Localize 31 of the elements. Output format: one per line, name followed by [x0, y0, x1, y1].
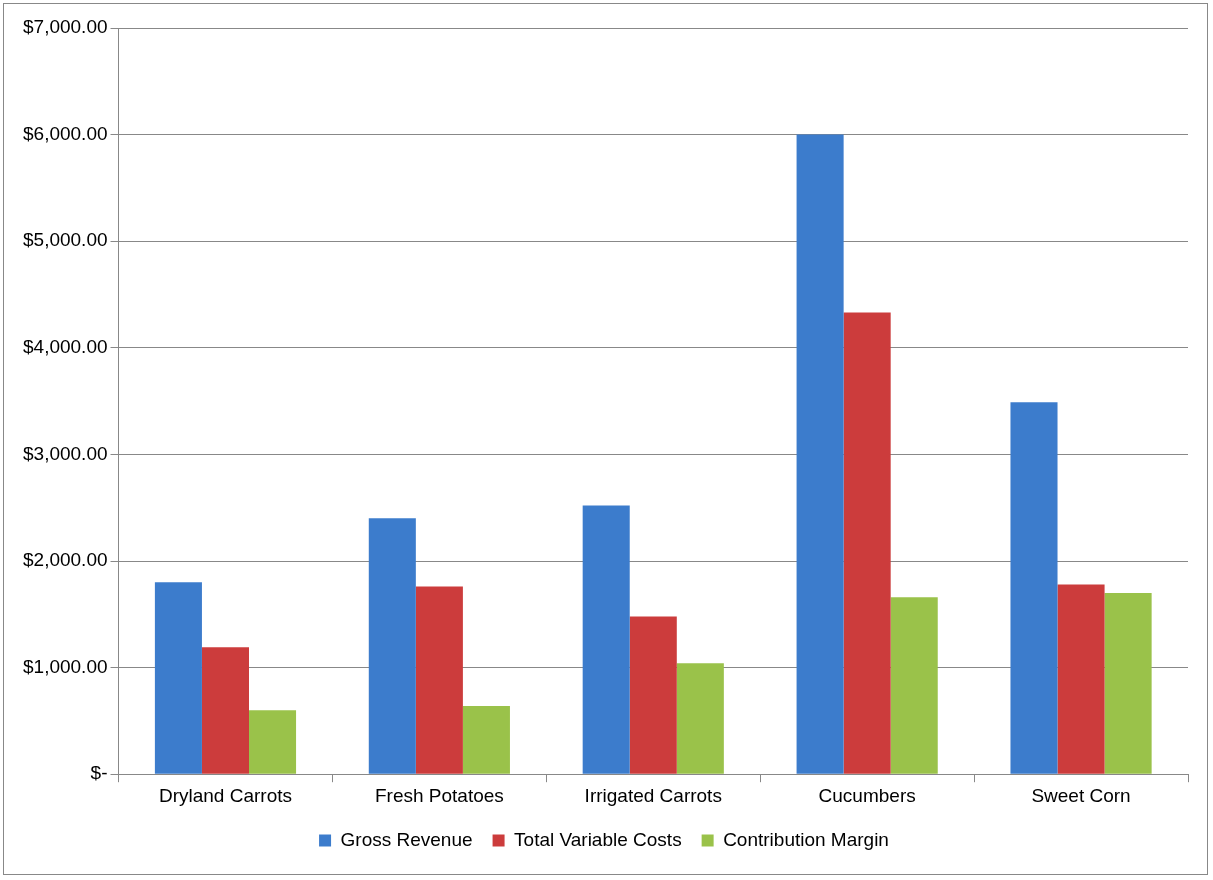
- x-tick-label: Dryland Carrots: [158, 784, 292, 806]
- legend-label: Gross Revenue: [340, 828, 473, 850]
- bar: [415, 586, 463, 774]
- x-tick-label: Irrigated Carrots: [584, 784, 722, 806]
- bar: [1057, 584, 1105, 774]
- legend-label: Contribution Margin: [723, 828, 889, 850]
- bar: [582, 505, 630, 774]
- x-tick-label: Fresh Potatoes: [374, 784, 504, 806]
- y-tick-label: $5,000.00: [22, 229, 108, 251]
- y-tick-label: $6,000.00: [22, 122, 108, 144]
- bar: [249, 710, 297, 774]
- bar: [462, 705, 510, 774]
- legend-label: Total Variable Costs: [514, 828, 682, 850]
- y-tick-label: $2,000.00: [22, 549, 108, 571]
- y-tick-label: $1,000.00: [22, 655, 108, 677]
- x-tick-label: Cucumbers: [818, 784, 916, 806]
- y-tick-label: $7,000.00: [22, 16, 108, 38]
- bar: [890, 597, 938, 774]
- bar: [796, 134, 844, 774]
- x-tick-label: Sweet Corn: [1031, 784, 1131, 806]
- bar: [368, 518, 416, 774]
- bar: [629, 616, 677, 774]
- bar: [843, 312, 891, 774]
- bar: [1104, 592, 1152, 774]
- y-tick-label: $4,000.00: [22, 336, 108, 358]
- y-tick-label: $-: [90, 762, 108, 784]
- bar: [676, 663, 724, 774]
- bar: [1010, 402, 1058, 774]
- bar: [201, 647, 249, 774]
- y-tick-label: $3,000.00: [22, 442, 108, 464]
- bar: [154, 582, 202, 774]
